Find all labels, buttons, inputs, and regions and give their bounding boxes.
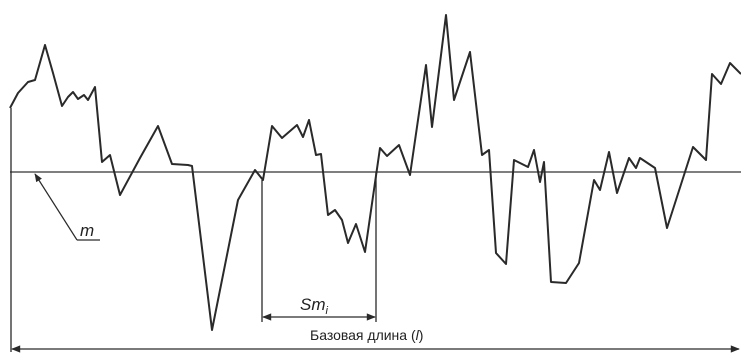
m-leader-line	[34, 173, 78, 241]
base-length-label-symbol: l	[416, 327, 420, 343]
roughness-profile	[9, 14, 741, 331]
smi-label-main: Sm	[300, 295, 326, 314]
base-length-label: Базовая длина (l)	[310, 327, 423, 343]
m-label: m	[80, 221, 94, 240]
base-length-label-prefix: Базовая длина (	[310, 327, 416, 343]
smi-label-subscript: i	[326, 305, 329, 317]
base-length-label-suffix: )	[419, 327, 424, 343]
smi-label: Smi	[300, 295, 329, 317]
